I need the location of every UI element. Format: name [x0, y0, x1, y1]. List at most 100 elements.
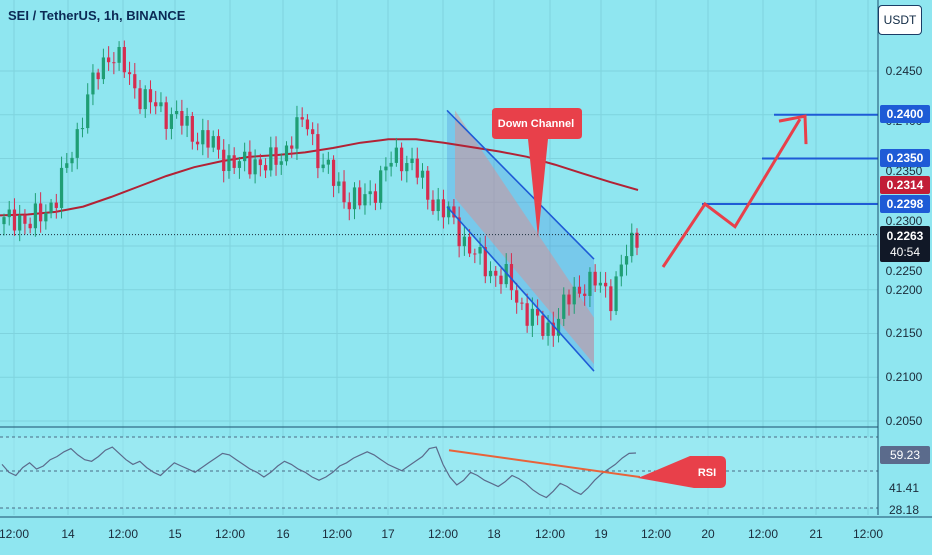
candle-body — [143, 89, 147, 110]
candle-body — [572, 286, 576, 305]
time-tick: 15 — [168, 527, 182, 541]
price-tick: 0.2450 — [886, 64, 923, 78]
level-label-1: 0.2350 — [887, 151, 924, 165]
candle-body — [577, 286, 582, 294]
candle-body — [598, 282, 603, 286]
candle-body — [603, 282, 608, 287]
time-tick: 18 — [487, 527, 501, 541]
time-tick: 12:00 — [535, 527, 565, 541]
candle-body — [373, 191, 378, 203]
candle-body — [452, 206, 456, 218]
candle-body — [462, 236, 466, 247]
rsi-line — [1, 446, 637, 499]
candle-body — [483, 247, 487, 277]
candle-body — [368, 191, 372, 195]
rsi-pane — [0, 436, 878, 509]
candle-body — [488, 270, 493, 277]
candle-body — [426, 170, 430, 200]
candle-body — [159, 102, 163, 107]
candle-body — [399, 147, 404, 172]
candle-body — [635, 232, 639, 248]
candle-body — [358, 187, 362, 206]
candle-body — [7, 209, 11, 218]
time-axis[interactable]: 12:00 14 12:00 15 12:00 16 12:00 17 12:0… — [0, 516, 932, 541]
candle-body — [410, 158, 414, 164]
down-channel-lines — [446, 109, 595, 372]
rsi-callout-shape — [638, 456, 726, 488]
price-tick: 0.2150 — [886, 326, 923, 340]
countdown-label: 40:54 — [890, 245, 920, 259]
time-tick: 12:00 — [641, 527, 671, 541]
level-label-bg — [880, 195, 930, 213]
candle-body — [515, 290, 519, 303]
candle-body — [49, 202, 53, 213]
candle-body — [133, 74, 137, 89]
candle-body — [457, 217, 461, 247]
candle-body — [138, 88, 142, 110]
candle-body — [415, 158, 419, 178]
candle-body — [180, 111, 184, 126]
candle-body — [389, 162, 393, 167]
projection-path — [661, 118, 802, 268]
time-tick: 12:00 — [215, 527, 245, 541]
candle-body — [546, 322, 550, 336]
candle-body — [284, 145, 289, 162]
candle-body — [96, 72, 100, 80]
candle-body — [295, 117, 299, 149]
time-tick: 19 — [594, 527, 608, 541]
channel-zones — [447, 110, 594, 372]
candle-body — [112, 62, 116, 64]
symbol-title: SEI / TetherUS, 1h, BINANCE — [8, 8, 186, 23]
candle-body — [431, 199, 435, 212]
time-tick: 17 — [381, 527, 395, 541]
time-tick: 12:00 — [0, 527, 29, 541]
candle-body — [107, 57, 111, 63]
candle-body — [535, 308, 540, 316]
candle-body — [216, 136, 221, 150]
candle-body — [279, 161, 283, 165]
candle-body — [101, 57, 106, 80]
level-label-bg — [880, 105, 930, 123]
grid — [0, 0, 878, 515]
candle-body — [148, 89, 153, 103]
level-label-bg — [880, 149, 930, 167]
time-tick: 12:00 — [108, 527, 138, 541]
candle-body — [405, 163, 409, 172]
candle-body — [86, 94, 90, 129]
candle-body — [494, 270, 498, 276]
time-tick: 21 — [809, 527, 823, 541]
candle-body — [2, 217, 6, 225]
candle-body — [12, 209, 17, 231]
price-candles[interactable] — [2, 40, 639, 347]
candle-body — [337, 181, 341, 186]
candle-body — [551, 322, 555, 336]
price-axis[interactable]: 0.2450 0.2400 0.2350 0.2300 0.2250 0.220… — [877, 0, 930, 517]
candle-body — [206, 130, 210, 148]
candle-body — [588, 271, 592, 296]
candle-body — [253, 159, 257, 175]
candle-body — [201, 130, 205, 145]
candle-body — [154, 102, 158, 107]
channel-lower-line — [446, 206, 595, 372]
candle-body — [28, 223, 32, 229]
ma-value-label: 0.2314 — [887, 178, 924, 192]
candle-body — [609, 286, 613, 312]
candle-body — [175, 111, 179, 115]
currency-badge[interactable]: USDT — [878, 5, 922, 35]
candle-body — [38, 203, 43, 222]
candle-body — [447, 206, 451, 218]
candle-body — [473, 253, 477, 255]
candle-body — [347, 202, 351, 210]
candle-body — [530, 308, 534, 326]
candle-body — [326, 159, 330, 165]
price-tick: 0.2350 — [886, 164, 923, 178]
time-tick: 12:00 — [322, 527, 352, 541]
down-channel-label: Down Channel — [498, 118, 574, 130]
candle-body — [478, 247, 482, 254]
candle-body — [436, 199, 440, 212]
last-price-label: 0.2263 — [887, 229, 924, 243]
channel-fill — [447, 110, 594, 372]
candle-body — [75, 129, 79, 158]
price-tick: 0.2250 — [886, 264, 923, 278]
